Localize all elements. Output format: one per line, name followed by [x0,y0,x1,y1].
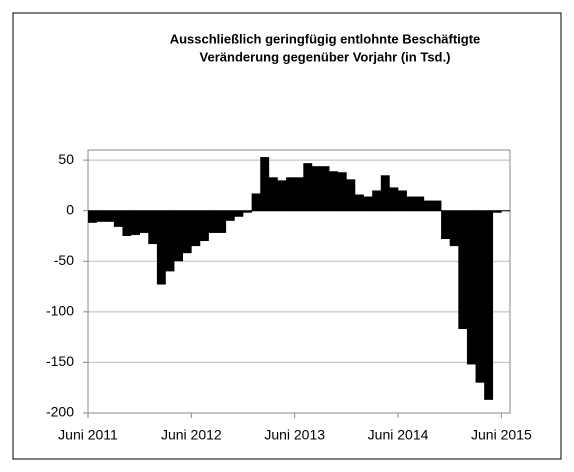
bar [234,210,244,217]
bar [268,177,278,211]
bar [415,196,425,211]
bar [217,210,227,233]
bar [311,166,321,211]
x-tick-label: Juni 2011 [58,427,118,443]
bar [191,210,201,247]
bar [96,210,106,222]
bar [458,210,468,330]
bar [363,196,373,211]
x-tick-label: Juni 2012 [161,427,222,443]
bar [131,210,140,235]
bar [243,210,252,213]
bar [492,210,502,213]
x-tick-label: Juni 2015 [471,427,532,443]
bar [398,190,407,211]
bar [329,171,339,211]
y-tick-label: -150 [46,353,74,369]
x-tick-label: Juni 2014 [368,427,429,443]
bar [88,210,97,223]
bar [303,163,313,211]
bar [484,210,494,400]
bar [449,210,459,247]
bar [294,177,304,211]
x-tick-label: Juni 2013 [264,427,325,443]
bar [105,210,115,222]
y-tick-label: -200 [46,404,74,420]
bar [148,210,158,245]
bar [475,210,485,383]
bar [251,193,261,211]
bar [225,210,235,221]
bar [466,210,476,365]
bar [286,177,295,211]
bar [260,157,270,211]
y-tick-label: 50 [58,151,74,167]
bar [423,200,433,211]
bar [139,210,149,233]
bar [182,210,192,254]
bar [380,175,390,211]
chart-title: Ausschließlich geringfügig entlohnte Bes… [170,31,481,46]
bar [346,179,356,211]
bar [441,210,451,240]
bar [277,180,287,211]
bar [389,187,399,211]
bar [432,200,442,211]
y-tick-label: -50 [54,252,74,268]
chart-subtitle: Veränderung gegenüber Vorjahr (in Tsd.) [200,49,451,64]
plot-frame [87,149,511,414]
bar [199,210,209,242]
bar [208,210,218,233]
bar [113,210,123,227]
bar [354,194,364,211]
frame [12,12,562,460]
bar [406,196,416,211]
y-tick-label: 0 [66,201,74,217]
bar [174,210,184,262]
bar [122,210,132,236]
bar [320,166,330,211]
bar [165,210,175,272]
bar [372,190,382,211]
bar [337,172,347,211]
bar [156,210,166,285]
y-tick-label: -100 [46,303,74,319]
